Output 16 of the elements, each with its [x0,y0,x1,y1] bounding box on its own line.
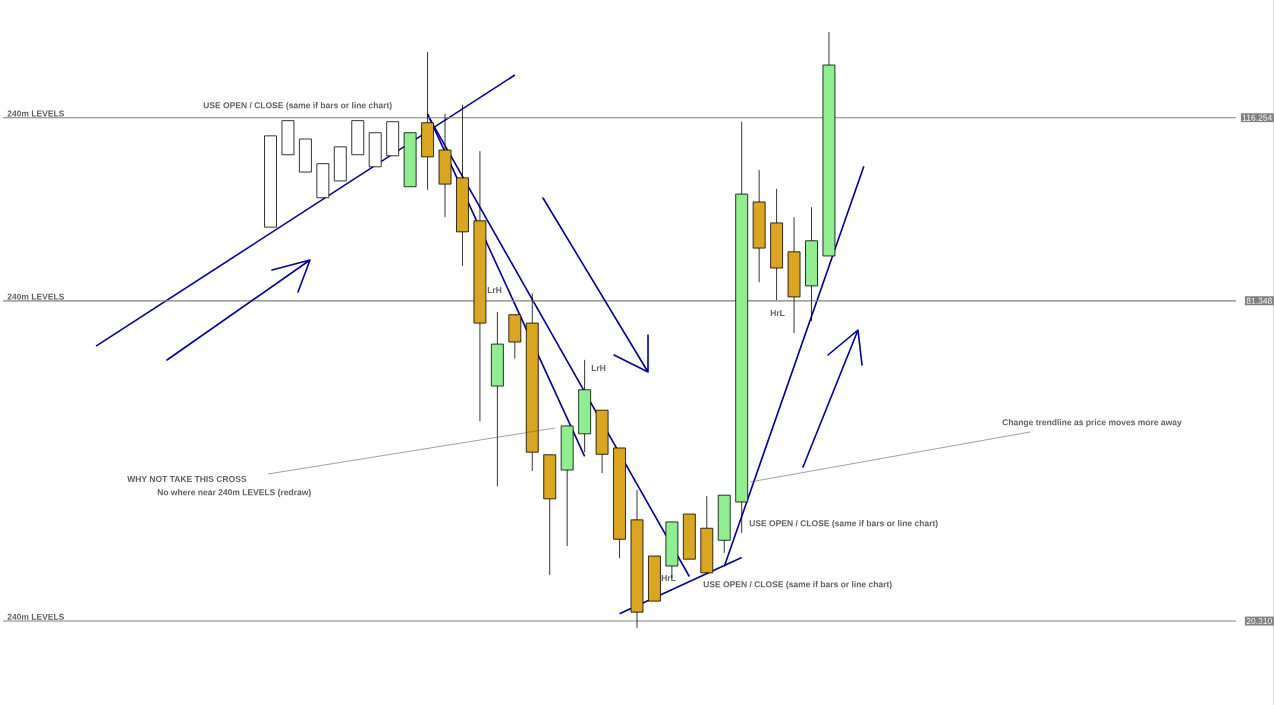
annotation: WHY NOT TAKE THIS CROSS [127,476,247,482]
annotation: HrL [661,575,676,581]
y-tick-label: 81.348 [1246,297,1272,304]
y-tick-label: 20.310 [1246,618,1272,625]
y-tick-label: 116.254 [1242,114,1273,121]
annotation: No where near 240m LEVELS (redraw) [157,489,311,497]
annotation: LrH [487,287,502,293]
ref-line-label: 240m LEVELS [7,110,65,117]
annotation: USE OPEN / CLOSE (same if bars or line chart) [703,581,892,589]
ref-line-label: 240m LEVELS [7,613,65,620]
annotation: USE OPEN / CLOSE (same if bars or line chart) [203,102,392,110]
annotation: LrH [591,365,606,371]
annotation: USE OPEN / CLOSE (same if bars or line chart) [749,520,938,528]
ref-line-label: 240m LEVELS [7,293,65,300]
annotation: Change trendline as price moves more away [1002,419,1182,427]
annotation: HrL [770,310,785,316]
